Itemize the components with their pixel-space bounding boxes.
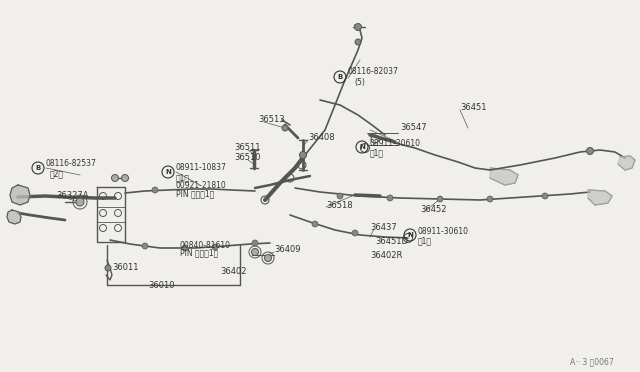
Circle shape <box>542 193 548 199</box>
Circle shape <box>252 248 259 256</box>
Circle shape <box>252 240 258 246</box>
Text: N: N <box>165 169 171 175</box>
Text: 36511: 36511 <box>234 142 260 151</box>
Text: 36408: 36408 <box>308 134 335 142</box>
Circle shape <box>142 243 148 249</box>
Text: 36409: 36409 <box>274 246 301 254</box>
Circle shape <box>182 245 188 251</box>
Text: 00840-81610: 00840-81610 <box>180 241 231 250</box>
Text: 36547: 36547 <box>400 122 427 131</box>
Circle shape <box>152 187 158 193</box>
Text: B: B <box>337 74 342 80</box>
Polygon shape <box>490 168 518 185</box>
Text: 36437: 36437 <box>370 222 397 231</box>
Text: 08911-10837: 08911-10837 <box>176 164 227 173</box>
Circle shape <box>387 195 393 201</box>
Text: N: N <box>407 232 413 238</box>
Circle shape <box>282 125 288 131</box>
Circle shape <box>437 196 443 202</box>
Text: 00921-21810: 00921-21810 <box>176 182 227 190</box>
Circle shape <box>312 221 318 227</box>
Text: 36402: 36402 <box>220 267 246 276</box>
Text: PIN ピン（1）: PIN ピン（1） <box>180 248 218 257</box>
Circle shape <box>212 244 218 250</box>
Text: 36452: 36452 <box>420 205 447 215</box>
Circle shape <box>586 148 593 154</box>
Circle shape <box>487 196 493 202</box>
Circle shape <box>300 151 307 158</box>
Text: A·· 3 （0067: A·· 3 （0067 <box>570 357 614 366</box>
Circle shape <box>111 174 118 182</box>
Text: 08116-82037: 08116-82037 <box>348 67 399 77</box>
Circle shape <box>355 39 361 45</box>
Text: （1）: （1） <box>176 173 190 183</box>
Text: 36011: 36011 <box>112 263 138 273</box>
Text: N: N <box>359 144 365 150</box>
Text: 36518: 36518 <box>326 201 353 209</box>
Text: 36327A: 36327A <box>56 190 88 199</box>
Circle shape <box>355 23 362 31</box>
Polygon shape <box>588 190 612 205</box>
Text: 36510: 36510 <box>234 154 260 163</box>
Text: 36402R: 36402R <box>370 251 403 260</box>
Text: （2）: （2） <box>50 170 64 179</box>
Circle shape <box>337 193 343 199</box>
Polygon shape <box>10 185 30 205</box>
Text: 36513: 36513 <box>258 115 285 125</box>
Circle shape <box>76 198 84 206</box>
Polygon shape <box>7 210 21 224</box>
Text: 08116-82537: 08116-82537 <box>46 160 97 169</box>
Circle shape <box>122 174 129 182</box>
Text: （1）: （1） <box>370 148 384 157</box>
Circle shape <box>264 254 271 262</box>
Text: B: B <box>35 165 40 171</box>
Polygon shape <box>618 156 635 170</box>
Circle shape <box>105 265 111 271</box>
Text: 08911-30610: 08911-30610 <box>370 138 421 148</box>
Text: 36451: 36451 <box>460 103 486 112</box>
Circle shape <box>352 230 358 236</box>
Text: 36010: 36010 <box>148 280 175 289</box>
Text: 08911-30610: 08911-30610 <box>418 227 469 235</box>
Text: PIN ピン（1）: PIN ピン（1） <box>176 189 214 199</box>
Text: （1）: （1） <box>418 237 432 246</box>
Text: 36451D: 36451D <box>375 237 408 247</box>
Text: (5): (5) <box>354 77 365 87</box>
